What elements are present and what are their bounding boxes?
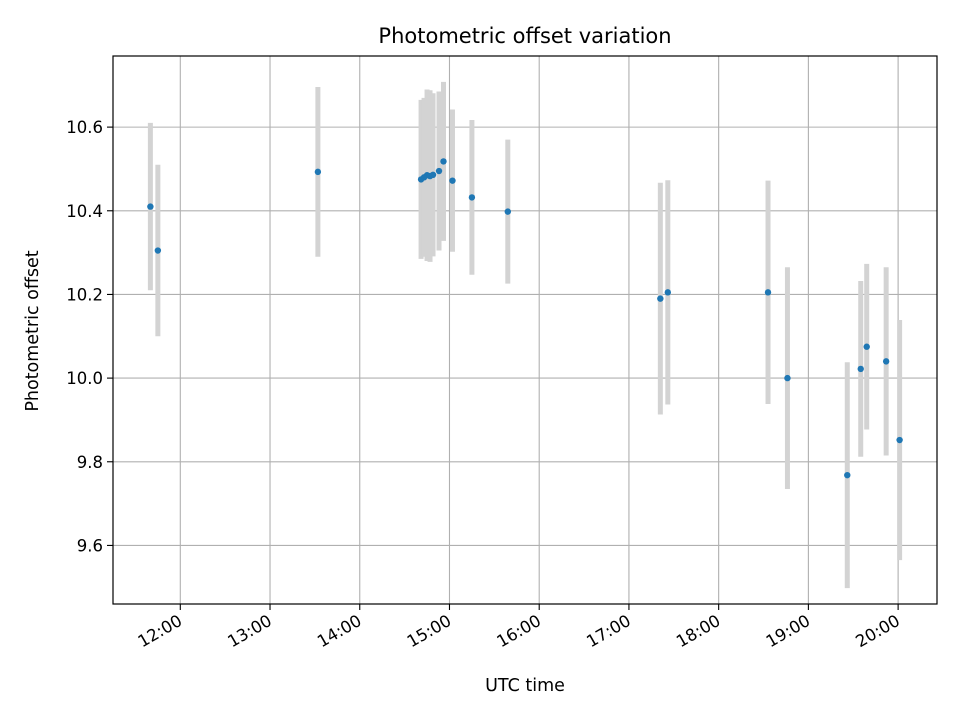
data-point	[882, 358, 890, 365]
data-point	[657, 295, 664, 302]
y-tick-label: 9.8	[77, 453, 103, 472]
data-point	[468, 194, 476, 201]
data-point	[147, 203, 154, 210]
data-point	[449, 177, 456, 184]
x-axis-label: UTC time	[485, 676, 565, 696]
data-point	[440, 158, 447, 165]
data-point	[764, 289, 772, 296]
y-tick-label: 10.6	[66, 118, 103, 137]
grid-lines	[113, 56, 937, 604]
plot-frame	[112, 55, 938, 605]
y-tick-label: 9.6	[77, 536, 103, 555]
y-axis-ticks: 9.6 9.8 10.0 10.2 10.4 10.6	[66, 118, 113, 555]
y-tick-label: 10.0	[66, 369, 103, 388]
data-point	[664, 289, 672, 296]
data-point	[863, 343, 870, 350]
data-point	[435, 167, 443, 175]
data-point	[429, 171, 437, 179]
data-point	[314, 168, 322, 176]
data-point	[784, 374, 791, 382]
chart-title: Photometric offset variation	[378, 24, 671, 48]
data-point	[504, 208, 512, 215]
data-point	[844, 471, 851, 479]
data-markers	[147, 158, 903, 479]
y-axis-label: Photometric offset	[23, 250, 43, 411]
data-point	[857, 365, 864, 373]
y-tick-label: 10.2	[66, 285, 103, 304]
data-point	[154, 247, 162, 254]
y-tick-label: 10.4	[66, 202, 103, 221]
data-point	[896, 436, 903, 444]
